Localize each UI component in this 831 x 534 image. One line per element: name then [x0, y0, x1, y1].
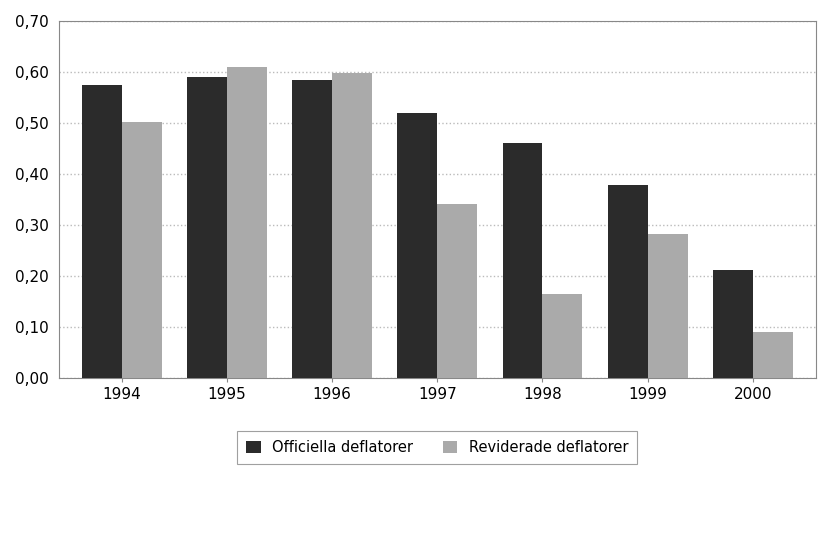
- Bar: [713, 270, 753, 378]
- Bar: [397, 113, 437, 378]
- Bar: [607, 185, 647, 378]
- Legend: Officiella deflatorer, Reviderade deflatorer: Officiella deflatorer, Reviderade deflat…: [238, 431, 637, 464]
- Bar: [81, 85, 121, 378]
- Bar: [187, 77, 227, 378]
- Bar: [227, 67, 267, 378]
- Bar: [332, 73, 372, 378]
- Bar: [293, 80, 332, 378]
- Bar: [121, 122, 162, 378]
- Bar: [647, 234, 688, 378]
- Bar: [437, 205, 477, 378]
- Bar: [753, 332, 793, 378]
- Bar: [543, 294, 583, 378]
- Bar: [503, 143, 543, 378]
